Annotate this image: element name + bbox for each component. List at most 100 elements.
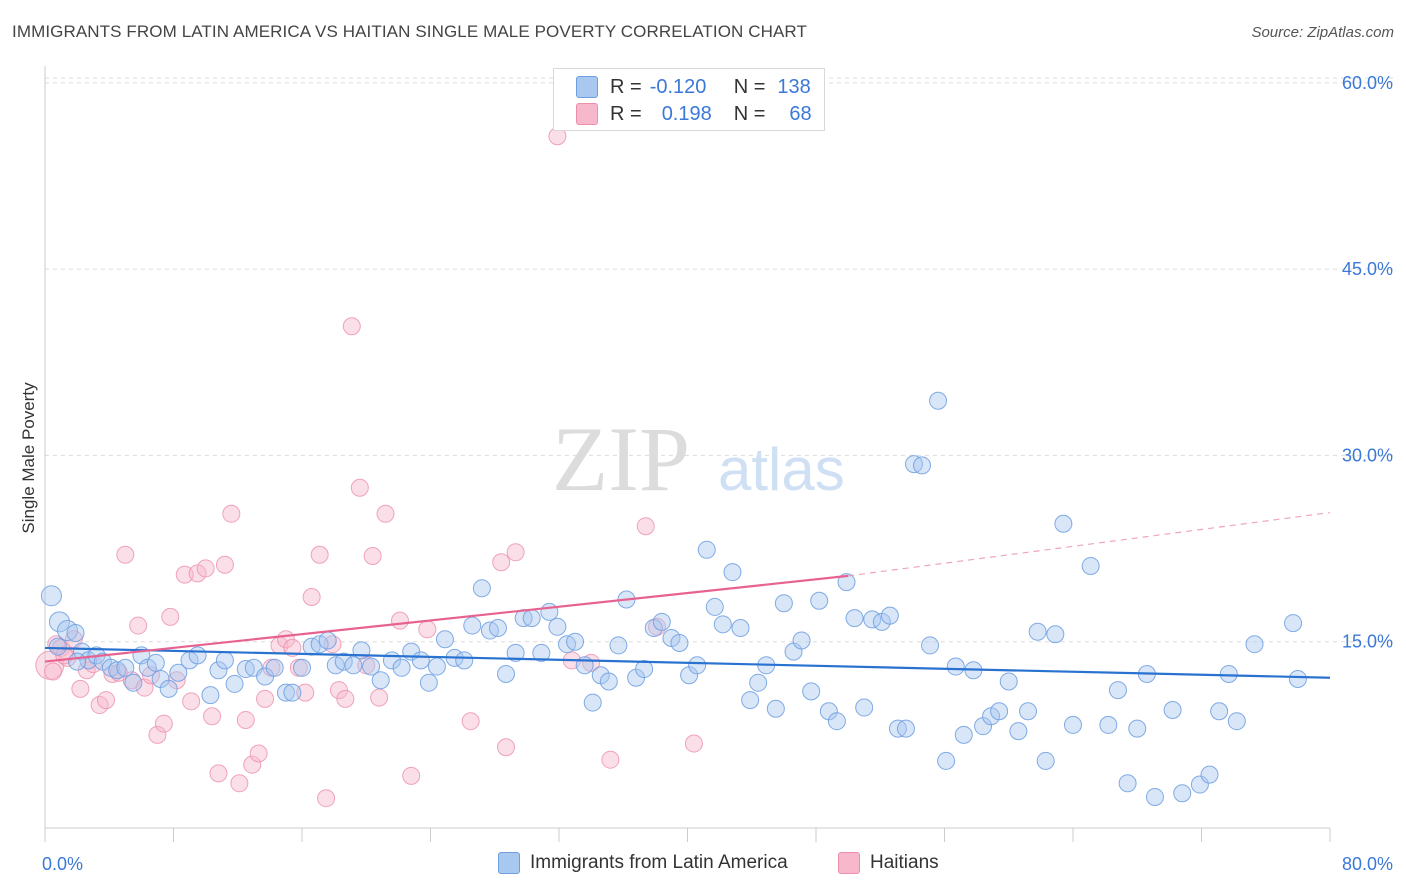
latin-america-point bbox=[1190, 775, 1209, 794]
latin-america-point bbox=[265, 658, 284, 677]
haitians-point bbox=[506, 543, 525, 562]
latin-america-point bbox=[1081, 556, 1100, 575]
latin-america-point bbox=[697, 540, 716, 559]
latin-america-point bbox=[1145, 787, 1164, 806]
y-tick-label: 60.0% bbox=[1342, 73, 1393, 93]
latin-america-point bbox=[159, 679, 178, 698]
haitians-point bbox=[302, 588, 321, 606]
latin-america-point bbox=[855, 698, 874, 717]
latin-america-point bbox=[1036, 751, 1055, 770]
haitians-point bbox=[222, 504, 241, 523]
latin-america-point bbox=[169, 663, 188, 682]
haitians-point bbox=[215, 555, 234, 574]
y-tick-label: 45.0% bbox=[1342, 259, 1393, 279]
latin-america-point bbox=[40, 585, 62, 607]
haitians-point bbox=[370, 688, 389, 707]
y-tick-label: 15.0% bbox=[1342, 632, 1393, 652]
haitians-point bbox=[363, 547, 382, 566]
axes bbox=[44, 66, 1331, 842]
haitians-point bbox=[209, 764, 228, 783]
haitians-point bbox=[390, 611, 409, 630]
legend-r-value: 0.198 bbox=[661, 102, 712, 125]
haitians-points bbox=[35, 127, 703, 808]
latin-america-points bbox=[40, 391, 1307, 806]
latin-america-point bbox=[488, 619, 507, 638]
latin-america-point bbox=[392, 658, 411, 677]
haitians-point bbox=[236, 710, 255, 729]
latin-america-point bbox=[532, 643, 551, 662]
haitians-point bbox=[418, 620, 437, 639]
legend-r-value: -0.120 bbox=[649, 75, 707, 98]
legend-row-latin-america: R = -0.120 N = 138 bbox=[576, 75, 811, 99]
gridlines bbox=[45, 77, 1395, 643]
latin-america-point bbox=[540, 602, 559, 621]
latin-america-point bbox=[1245, 635, 1264, 654]
chart-title: IMMIGRANTS FROM LATIN AMERICA VS HAITIAN… bbox=[12, 22, 807, 41]
haitians-point bbox=[317, 789, 336, 808]
latin-america-point bbox=[124, 673, 143, 692]
bottom-legend-swatch-blue bbox=[498, 852, 520, 874]
latin-america-point bbox=[548, 617, 567, 636]
latin-america-point bbox=[1108, 681, 1127, 700]
latin-america-point bbox=[1163, 701, 1182, 720]
bottom-legend-haitians: Haitians bbox=[838, 852, 939, 874]
latin-america-point bbox=[68, 652, 87, 671]
source-label: Source: ZipAtlas.com bbox=[1251, 24, 1394, 41]
latin-america-point bbox=[880, 606, 899, 625]
haitians-point bbox=[350, 478, 369, 497]
haitians-point bbox=[323, 635, 342, 654]
latin-america-point bbox=[792, 631, 811, 650]
latin-america-point bbox=[583, 693, 602, 712]
haitians-point bbox=[336, 689, 355, 708]
latin-america-point bbox=[990, 702, 1009, 721]
legend-swatch-blue bbox=[576, 76, 598, 98]
latin-america-point bbox=[201, 686, 220, 705]
latin-america-point bbox=[929, 391, 948, 410]
latin-america-point bbox=[609, 636, 628, 655]
legend-n-label: N = bbox=[733, 102, 766, 125]
latin-america-point bbox=[837, 573, 856, 592]
haitians-point bbox=[636, 517, 655, 536]
latin-america-point bbox=[670, 633, 689, 652]
latin-america-point bbox=[48, 637, 67, 656]
haitians-point bbox=[496, 738, 515, 757]
latin-america-point bbox=[652, 612, 671, 631]
x-tick-labels: 0.0% 80.0% bbox=[42, 854, 1393, 874]
latin-america-point bbox=[371, 671, 390, 690]
latin-america-point bbox=[937, 751, 956, 770]
watermark-zip: ZIP bbox=[552, 408, 690, 510]
latin-america-point bbox=[146, 653, 165, 672]
latin-america-point bbox=[1064, 715, 1082, 734]
legend-row-haitians: R = 0.198 N = 68 bbox=[576, 102, 812, 126]
latin-america-point bbox=[1173, 784, 1192, 803]
latin-america-point bbox=[827, 712, 846, 731]
haitians-point bbox=[461, 712, 480, 731]
bottom-legend-label: Immigrants from Latin America bbox=[530, 852, 788, 873]
latin-america-point bbox=[1284, 614, 1303, 633]
latin-america-point bbox=[1118, 774, 1137, 793]
y-tick-labels: 15.0% 30.0% 45.0% 60.0% bbox=[1342, 73, 1393, 652]
latin-america-point bbox=[774, 594, 793, 613]
latin-america-point bbox=[209, 661, 228, 680]
latin-america-point bbox=[946, 657, 965, 676]
haitians-point bbox=[256, 689, 275, 708]
haitians-point bbox=[196, 559, 215, 578]
latin-america-point bbox=[1099, 715, 1118, 734]
latin-america-point bbox=[1019, 702, 1038, 721]
haitians-point bbox=[376, 504, 395, 523]
haitians-point bbox=[154, 714, 173, 733]
haitians-point bbox=[492, 553, 511, 572]
latin-america-point bbox=[566, 632, 585, 651]
haitians-point bbox=[129, 616, 148, 635]
latin-america-point bbox=[344, 656, 363, 675]
latin-america-point bbox=[921, 636, 940, 655]
latin-america-point bbox=[705, 597, 724, 616]
latin-america-point bbox=[802, 682, 821, 701]
haitians-trendline-extension bbox=[848, 511, 1331, 577]
latin-america-point bbox=[293, 658, 311, 677]
haitians-point bbox=[296, 683, 315, 702]
latin-america-point bbox=[713, 615, 732, 634]
latin-america-point bbox=[66, 624, 85, 643]
latin-america-point bbox=[845, 609, 864, 628]
latin-america-point bbox=[810, 591, 829, 610]
